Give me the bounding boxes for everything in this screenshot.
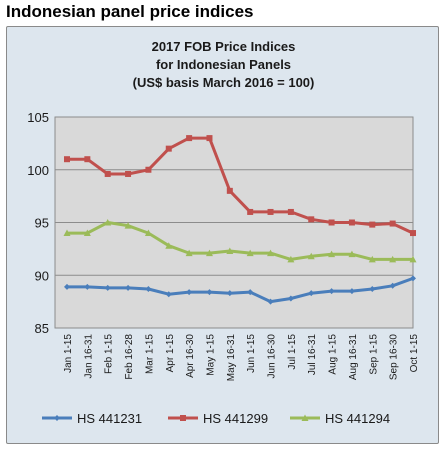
- y-tick-label: 85: [35, 321, 49, 336]
- data-point: [267, 249, 275, 257]
- data-point: [104, 170, 111, 177]
- data-point: [389, 220, 396, 227]
- data-point: [165, 242, 173, 249]
- data-point: [348, 288, 355, 295]
- data-point: [83, 229, 91, 237]
- page-heading: Indonesian panel price indices: [6, 2, 254, 21]
- data-point: [63, 229, 71, 237]
- legend-marker: [180, 415, 186, 421]
- x-tick-label: Jun 1-15: [246, 334, 257, 373]
- data-point: [226, 187, 233, 194]
- data-point: [287, 208, 294, 215]
- data-point: [206, 135, 213, 142]
- chart-subtitle: for Indonesian Panels: [155, 57, 292, 72]
- data-point: [369, 221, 376, 228]
- data-point: [267, 298, 274, 305]
- data-point: [287, 295, 294, 302]
- series-line: [67, 136, 414, 235]
- data-point: [267, 208, 274, 215]
- series-line: [67, 221, 413, 261]
- data-point: [185, 249, 193, 257]
- x-tick-label: Jun 16-30: [267, 334, 278, 379]
- legend-label: HS 441294: [325, 411, 390, 426]
- data-point: [389, 282, 396, 289]
- data-point: [145, 285, 152, 292]
- x-tick-label: May 1-15: [205, 334, 216, 376]
- data-point: [104, 219, 112, 226]
- data-point: [410, 230, 416, 237]
- x-tick-label: Oct 1-15: [409, 334, 420, 373]
- x-tick-label: Aug 1-15: [328, 334, 339, 375]
- x-tick-label: Apr 16-30: [185, 334, 196, 378]
- data-point: [308, 290, 315, 297]
- legend-marker: [54, 415, 60, 421]
- data-point: [246, 249, 254, 257]
- x-tick-label: Jul 16-31: [307, 334, 318, 376]
- x-tick-label: Apr 1-15: [165, 334, 176, 373]
- data-point: [186, 135, 193, 142]
- data-point: [124, 222, 132, 229]
- chart-subtitle-basis: (US$ basis March 2016 = 100): [132, 75, 315, 90]
- x-tick-label: May 16-31: [226, 334, 237, 382]
- data-point: [165, 291, 172, 298]
- x-tick-label: Sep 16-30: [389, 334, 400, 381]
- data-point: [206, 289, 213, 296]
- data-point: [64, 156, 70, 163]
- data-point: [84, 283, 91, 290]
- y-tick-label: 95: [35, 216, 49, 231]
- legend-label: HS 441231: [77, 411, 142, 426]
- data-point: [226, 247, 234, 254]
- series-line: [67, 276, 414, 304]
- data-point: [307, 252, 315, 260]
- x-tick-label: Mar 1-15: [144, 334, 155, 374]
- data-point: [205, 249, 213, 257]
- legend-label: HS 441299: [203, 411, 268, 426]
- data-point: [84, 156, 91, 163]
- x-tick-label: Feb 1-15: [104, 334, 115, 374]
- data-point: [409, 255, 417, 263]
- data-point: [348, 250, 356, 258]
- x-tick-label: Feb 16-28: [124, 334, 135, 380]
- y-tick-label: 105: [27, 110, 49, 125]
- data-point: [186, 289, 193, 296]
- data-point: [328, 219, 335, 226]
- x-tick-label: Sep 1-15: [368, 334, 379, 375]
- y-tick-label: 90: [35, 268, 49, 283]
- data-point: [247, 208, 254, 215]
- data-point: [144, 229, 152, 237]
- x-tick-label: Jan 1-15: [63, 334, 74, 373]
- data-point: [125, 284, 132, 291]
- data-point: [104, 284, 111, 291]
- x-tick-label: Jan 16-31: [83, 334, 94, 379]
- data-point: [369, 285, 376, 292]
- data-point: [226, 290, 233, 297]
- data-point: [287, 255, 295, 263]
- x-tick-label: Aug 16-31: [348, 334, 359, 381]
- legend-marker: [301, 414, 309, 421]
- x-tick-label: Jul 1-15: [287, 334, 298, 370]
- data-point: [308, 216, 315, 223]
- data-point: [368, 255, 376, 263]
- data-point: [165, 145, 172, 152]
- y-tick-label: 100: [27, 163, 49, 178]
- data-point: [328, 250, 336, 258]
- data-point: [348, 219, 355, 226]
- data-point: [125, 170, 132, 177]
- data-point: [410, 275, 416, 282]
- data-point: [145, 166, 152, 173]
- chart-title: 2017 FOB Price Indices: [151, 39, 296, 54]
- data-point: [64, 283, 70, 290]
- data-point: [328, 288, 335, 295]
- data-point: [389, 255, 397, 263]
- data-point: [247, 289, 254, 296]
